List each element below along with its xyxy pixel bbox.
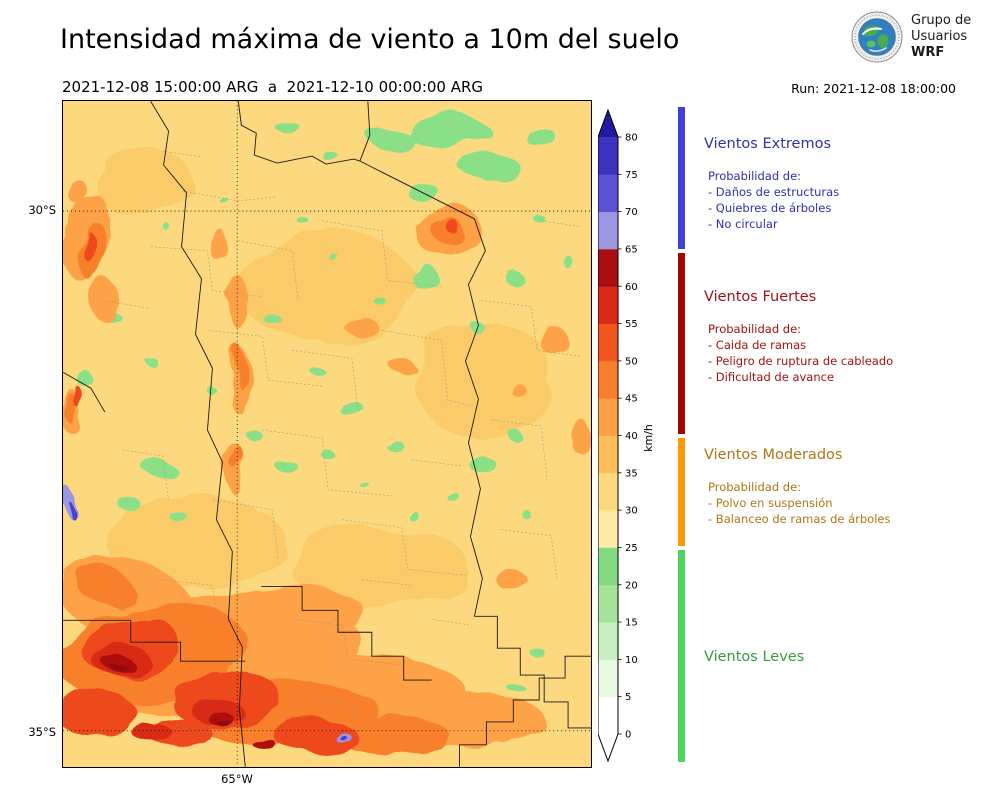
colorbar-tick-label: 55	[625, 319, 638, 330]
globe-icon	[851, 11, 903, 63]
lat-tick-35s: 35°S	[28, 725, 56, 739]
legend-item: - Dificultad de avance	[708, 370, 835, 384]
lon-tick-65w: 65°W	[221, 772, 253, 786]
province-borders	[63, 101, 591, 767]
validity-period-label: 2021-12-08 15:00:00 ARG a 2021-12-10 00:…	[62, 78, 484, 96]
model-run-label: Run: 2021-12-08 18:00:00	[791, 81, 956, 96]
wrf-user-group-logo: Grupo de Usuarios WRF	[850, 10, 971, 64]
legend-strip-extremos	[678, 107, 685, 249]
colorbar-over-arrow	[598, 110, 618, 137]
colorbar-tick-label: 60	[625, 282, 638, 293]
colorbar-tick-label: 25	[625, 543, 638, 554]
colorbar-tick-label: 35	[625, 468, 638, 479]
legend-item: - Quiebres de árboles	[708, 201, 832, 215]
colorbar-tick-label: 0	[625, 730, 631, 741]
legend-item: Probabilidad de:	[708, 322, 802, 336]
wind-field	[63, 115, 587, 757]
legend-item: - Daños de estructuras	[708, 185, 840, 199]
colorbar-tick-label: 5	[625, 692, 631, 703]
colorbar-tick-label: 50	[625, 356, 638, 367]
legend-section-leves: Vientos Leves	[704, 649, 984, 681]
page-title: Intensidad máxima de viento a 10m del su…	[60, 24, 680, 55]
legend-section-extremos: Vientos Extremos Probabilidad de: - Daño…	[704, 136, 984, 232]
colorbar-tick-label: 20	[625, 580, 638, 591]
legend-title-moderados: Vientos Moderados	[704, 447, 843, 463]
colorbar-tick-label: 15	[625, 618, 638, 629]
legend-section-moderados: Vientos Moderados Probabilidad de: - Pol…	[704, 447, 984, 527]
legend-strip-fuertes	[678, 253, 685, 434]
legend-item: - Balanceo de ramas de árboles	[708, 512, 891, 526]
logo-line-3: WRF	[911, 45, 945, 60]
colorbar: km/h 0 5 10 15 20 25 30 35 40 45 50 55 60 65 70 75 80	[598, 108, 655, 763]
legend-strip-moderados	[678, 438, 685, 546]
legend-title-extremos: Vientos Extremos	[704, 136, 832, 152]
colorbar-tick-label: 65	[625, 244, 638, 255]
colorbar-tick-label: 10	[625, 655, 638, 666]
graticule	[63, 101, 591, 767]
legend-item: Probabilidad de:	[708, 480, 802, 494]
colorbar-tick-label: 40	[625, 431, 638, 442]
legend-item: - Polvo en suspensión	[708, 496, 833, 510]
colorbar-tick-label: 80	[625, 133, 638, 144]
logo-text: Grupo de Usuarios WRF	[911, 10, 971, 61]
legend-title-leves: Vientos Leves	[704, 649, 805, 665]
colorbar-tick-label: 75	[625, 170, 638, 181]
legend-item: - No circular	[708, 217, 778, 231]
colorbar-unit-label: km/h	[642, 424, 655, 452]
department-borders	[102, 150, 582, 739]
colorbar-under-arrow	[598, 734, 618, 761]
legend-item: - Caida de ramas	[708, 338, 807, 352]
colorbar-tick-label: 45	[625, 394, 638, 405]
wind-intensity-map	[62, 100, 592, 768]
lat-tick-30s: 30°S	[28, 203, 56, 217]
legend-item: - Peligro de ruptura de cableado	[708, 354, 894, 368]
legend-strip-leves	[678, 550, 685, 762]
legend-item: Probabilidad de:	[708, 169, 802, 183]
colorbar-tick-label: 70	[625, 207, 638, 218]
legend-title-fuertes: Vientos Fuertes	[704, 289, 817, 305]
logo-line-2: Usuarios	[911, 29, 968, 44]
colorbar-tick-label: 30	[625, 506, 638, 517]
legend-section-fuertes: Vientos Fuertes Probabilidad de: - Caida…	[704, 289, 984, 385]
logo-line-1: Grupo de	[911, 13, 972, 28]
